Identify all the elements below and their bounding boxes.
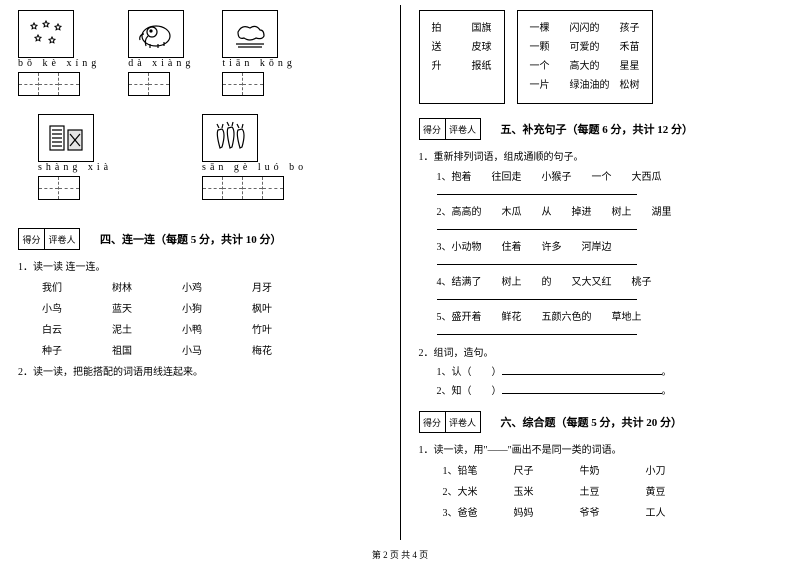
- pinyin-4: shàng xià: [38, 162, 112, 173]
- s5-i1: 1、抱着 往回走 小猴子 一个 大西瓜: [437, 168, 783, 198]
- pic-item-updown: shàng xià: [38, 114, 112, 202]
- s6-row2: 2、大米玉米土豆黄豆: [443, 483, 783, 498]
- grid-3: [222, 72, 264, 96]
- section-5-title: 五、补充句子（每题 6 分，共计 12 分）: [501, 121, 694, 137]
- matching-boxes: 拍 国旗 送 皮球 升 报纸 一棵 闪闪的 孩子 一颗 可爱的 禾苗 一个 高大…: [419, 10, 783, 104]
- picture-row-2: shàng xià sān gè luó bo: [38, 114, 382, 214]
- pic-elephant: [128, 10, 184, 58]
- word-row-3: 白云泥土小鸭竹叶: [42, 321, 382, 336]
- section-6-title: 六、综合题（每题 5 分，共计 20 分）: [501, 414, 683, 430]
- section-4-title: 四、连一连（每题 5 分，共计 10 分）: [100, 231, 282, 247]
- word-row-4: 种子祖国小马梅花: [42, 342, 382, 357]
- score-label-a6: 得分: [420, 412, 446, 432]
- score-label-a: 得分: [19, 229, 45, 249]
- pic-item-stars: bō kè xíng: [18, 10, 100, 98]
- q5-1: 1．重新排列词语，组成通顺的句子。: [419, 148, 783, 163]
- q6-1: 1．读一读，用"——"画出不是同一类的词语。: [419, 441, 783, 456]
- picture-row-1: bō kè xíng dà xiàng tiān kōng: [18, 10, 382, 110]
- grid-4: [38, 176, 80, 200]
- pinyin-3: tiān kōng: [222, 58, 296, 69]
- fill-line: [437, 288, 637, 300]
- s5-i4: 4、结满了 树上 的 又大又红 桃子: [437, 273, 783, 303]
- fill-line: [437, 183, 637, 195]
- pic-stars: [18, 10, 74, 58]
- s5-i3: 3、小动物 住着 许多 河岸边: [437, 238, 783, 268]
- section-5-head: 得分 评卷人 五、补充句子（每题 6 分，共计 12 分）: [419, 118, 783, 140]
- score-label-b6: 评卷人: [446, 412, 480, 432]
- s5-i5: 5、盛开着 鲜花 五颜六色的 草地上: [437, 308, 783, 338]
- section-4-head: 得分 评卷人 四、连一连（每题 5 分，共计 10 分）: [18, 228, 382, 250]
- grid-1: [18, 72, 80, 96]
- grid-5: [202, 176, 284, 200]
- pic-updown: [38, 114, 94, 162]
- q5-2: 2．组词，造句。: [419, 344, 783, 359]
- pinyin-2: dà xiàng: [128, 58, 194, 69]
- word-row-2: 小鸟蓝天小狗枫叶: [42, 300, 382, 315]
- s6-row1: 1、铅笔尺子牛奶小刀: [443, 462, 783, 477]
- fill-line: [502, 382, 662, 394]
- s5-2-i2: 2、知（ ）。: [437, 382, 783, 397]
- fill-line: [437, 218, 637, 230]
- pic-sky: [222, 10, 278, 58]
- grid-2: [128, 72, 170, 96]
- score-label-b: 评卷人: [45, 229, 79, 249]
- fill-line: [437, 323, 637, 335]
- fill-line: [437, 253, 637, 265]
- word-row-1: 我们树林小鸡月牙: [42, 279, 382, 294]
- pinyin-5: sān gè luó bo: [202, 162, 307, 173]
- left-column: bō kè xíng dà xiàng tiān kōng: [0, 0, 400, 545]
- score-box-5: 得分 评卷人: [419, 118, 481, 140]
- pic-carrot: [202, 114, 258, 162]
- score-box-4: 得分 评卷人: [18, 228, 80, 250]
- pinyin-1: bō kè xíng: [18, 58, 100, 69]
- box-b: 一棵 闪闪的 孩子 一颗 可爱的 禾苗 一个 高大的 星星 一片 绿油油的 松树: [517, 10, 653, 104]
- box-a: 拍 国旗 送 皮球 升 报纸: [419, 10, 505, 104]
- score-label-b5: 评卷人: [446, 119, 480, 139]
- s5-i2: 2、高高的 木瓜 从 掉进 树上 湖里: [437, 203, 783, 233]
- s5-2-i1: 1、认（ ）。: [437, 363, 783, 378]
- pic-item-sky: tiān kōng: [222, 10, 296, 98]
- s6-row3: 3、爸爸妈妈爷爷工人: [443, 504, 783, 519]
- right-column: 拍 国旗 送 皮球 升 报纸 一棵 闪闪的 孩子 一颗 可爱的 禾苗 一个 高大…: [401, 0, 800, 545]
- page-footer: 第 2 页 共 4 页: [0, 548, 800, 561]
- score-box-6: 得分 评卷人: [419, 411, 481, 433]
- score-label-a5: 得分: [420, 119, 446, 139]
- q4-1: 1．读一读 连一连。: [18, 258, 382, 273]
- pic-item-carrot: sān gè luó bo: [202, 114, 307, 202]
- fill-line: [502, 363, 662, 375]
- q4-2: 2．读一读，把能搭配的词语用线连起来。: [18, 363, 382, 378]
- section-6-head: 得分 评卷人 六、综合题（每题 5 分，共计 20 分）: [419, 411, 783, 433]
- pic-item-elephant: dà xiàng: [128, 10, 194, 98]
